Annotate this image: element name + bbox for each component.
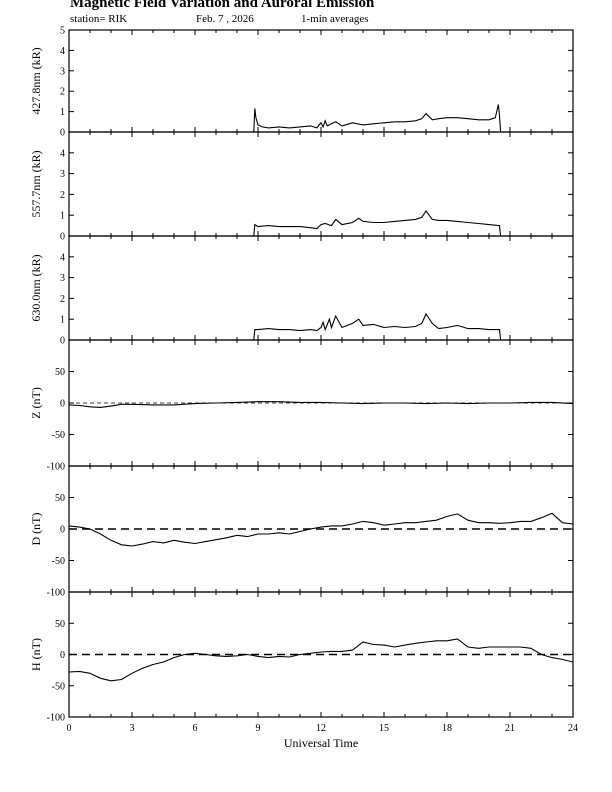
panel-frame-1	[68, 29, 574, 133]
y-tick-label: 2	[60, 190, 65, 201]
y-tick-label: -100	[47, 713, 65, 724]
x-tick-label: 3	[130, 723, 135, 734]
y-tick-label: 3	[60, 66, 65, 77]
station-label: station= RIK	[70, 13, 128, 25]
y-tick-label: 50	[55, 619, 65, 630]
x-tick-label: 6	[193, 723, 198, 734]
chart-title: Magnetic Field Variation and Auroral Emi…	[70, 0, 375, 11]
y-axis-label-4: Z (nT)	[29, 387, 43, 419]
series-line-1	[253, 104, 502, 133]
y-tick-label: 0	[60, 232, 65, 243]
y-tick-label: -50	[52, 556, 65, 567]
y-tick-label: 0	[60, 650, 65, 661]
x-axis-label: Universal Time	[284, 736, 358, 750]
y-tick-label: -100	[47, 588, 65, 599]
x-tick-label: 12	[316, 723, 326, 734]
y-tick-label: 0	[60, 399, 65, 410]
y-tick-label: 3	[60, 169, 65, 180]
x-tick-label: 0	[67, 723, 72, 734]
y-axis-label-6: H (nT)	[29, 638, 43, 671]
averaging-label: 1-min averages	[301, 13, 369, 25]
y-axis-label-2: 557.7nm (kR)	[29, 150, 43, 217]
y-axis-label-1: 427.8nm (kR)	[29, 47, 43, 114]
panel-frame-2	[68, 131, 574, 237]
y-axis-label-3: 630.0nm (kR)	[29, 254, 43, 321]
panel-frame-3	[68, 235, 574, 341]
y-tick-label: 4	[60, 46, 65, 57]
x-tick-label: 18	[442, 723, 452, 734]
y-tick-label: 0	[60, 525, 65, 536]
y-tick-label: -50	[52, 430, 65, 441]
series-line-6	[68, 638, 574, 682]
y-tick-label: 2	[60, 294, 65, 305]
series-line-2	[237, 210, 552, 237]
y-tick-label: 50	[55, 367, 65, 378]
y-tick-label: -100	[47, 462, 65, 473]
series-line-3	[237, 312, 552, 341]
y-tick-label: 4	[60, 252, 65, 263]
y-tick-label: -50	[52, 681, 65, 692]
y-tick-label: 1	[60, 107, 65, 118]
x-tick-label: 9	[256, 723, 261, 734]
y-axis-label-5: D (nT)	[29, 513, 43, 546]
y-tick-label: 1	[60, 315, 65, 326]
y-tick-label: 50	[55, 493, 65, 504]
x-tick-label: 21	[505, 723, 515, 734]
series-line-5	[68, 512, 574, 547]
x-tick-label: 15	[379, 723, 389, 734]
y-tick-label: 4	[60, 148, 65, 159]
date-label: Feb. 7 , 2026	[196, 13, 254, 25]
y-tick-label: 2	[60, 87, 65, 98]
x-tick-label: 24	[568, 723, 578, 734]
y-tick-label: 1	[60, 211, 65, 222]
y-tick-label: 3	[60, 273, 65, 284]
y-tick-label: 0	[60, 336, 65, 347]
y-tick-label: 5	[60, 26, 65, 37]
series-line-4	[68, 401, 574, 408]
y-tick-label: 0	[60, 128, 65, 139]
